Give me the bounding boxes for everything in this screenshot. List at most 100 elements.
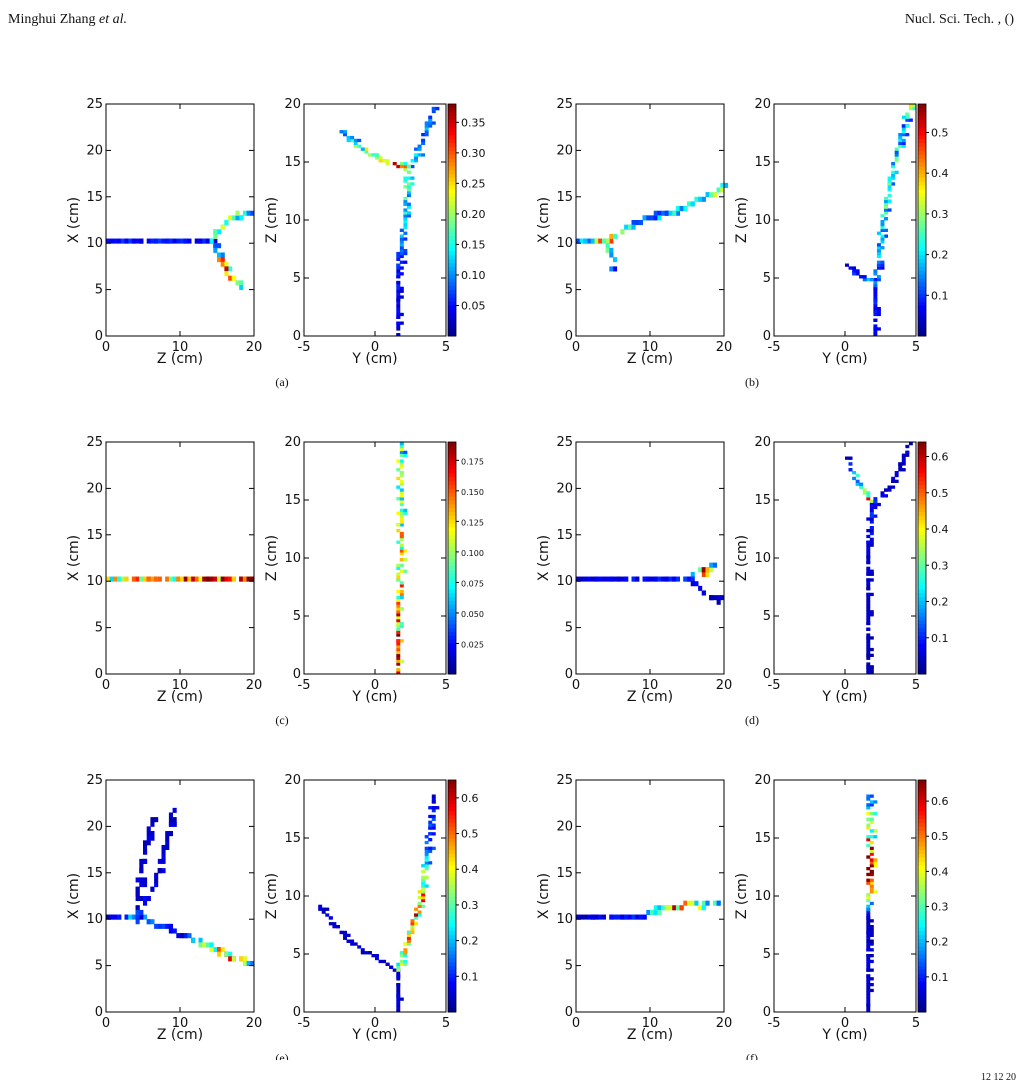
heatmap-cell [392, 968, 397, 972]
colorbar-segment [448, 662, 456, 667]
heatmap-cell [228, 956, 233, 962]
heatmap-cell [213, 576, 218, 582]
heatmap-cell [873, 811, 878, 816]
heatmap-cell [421, 141, 426, 145]
heatmap-cell [357, 144, 362, 148]
heatmap-cell [912, 106, 917, 111]
heatmap-cell [194, 576, 199, 582]
colorbar-segment [448, 577, 456, 582]
colorbar-segment [448, 281, 456, 287]
heatmap-cell [143, 877, 148, 883]
heatmap-cell [403, 220, 408, 224]
heatmap-cell [339, 930, 344, 935]
heatmap-cell [399, 584, 404, 588]
heatmap-cell [866, 988, 871, 993]
heatmap-cell [901, 459, 906, 463]
heatmap-cell [239, 215, 244, 221]
colorbar-segment [448, 316, 456, 322]
colorbar-segment [448, 204, 456, 209]
heatmap-cell [428, 849, 433, 853]
heatmap-cell [410, 182, 415, 186]
heatmap-cell [873, 298, 878, 302]
heatmap-cell [172, 821, 177, 827]
heatmap-cell [396, 575, 401, 579]
y-axis-label: X (cm) [66, 535, 82, 581]
heatmap-cell [424, 867, 429, 871]
heatmap-cell [403, 508, 408, 512]
heatmap-cell [414, 916, 418, 920]
colorbar-segment [448, 123, 456, 128]
colorbar-segment [448, 876, 456, 882]
heatmap-cell [876, 231, 881, 235]
heatmap-cell [421, 896, 426, 900]
heatmap-cell [848, 462, 853, 466]
colorbar-segment [448, 853, 456, 858]
heatmap-cell [113, 576, 118, 582]
heatmap-cell [157, 238, 162, 244]
zx-heatmap-cells [576, 900, 721, 920]
colorbar-segment [918, 254, 926, 260]
heatmap-cell [653, 905, 658, 911]
heatmap-cell [905, 444, 910, 449]
heatmap-cell [224, 271, 229, 277]
heatmap-cell [346, 933, 351, 937]
heatmap-cell [399, 639, 404, 643]
colorbar-tick-label: 0.15 [461, 238, 486, 251]
colorbar-segment [918, 619, 926, 625]
heatmap-cell [161, 238, 166, 244]
x-tick-label: 0 [102, 340, 110, 355]
x-tick-label: 20 [246, 340, 263, 355]
colorbar-segment [918, 281, 926, 287]
heatmap-cell [396, 983, 401, 987]
colorbar-segment [918, 332, 926, 337]
colorbar-segment [448, 1008, 456, 1013]
heatmap-cell [687, 576, 692, 582]
heatmap-cell [862, 488, 867, 492]
heatmap-cell [220, 252, 225, 258]
colorbar-segment [918, 181, 926, 186]
heatmap-cell [139, 863, 144, 869]
heatmap-cell [161, 858, 166, 864]
colorbar-segment [448, 289, 456, 294]
heatmap-cell [884, 211, 888, 215]
heatmap-cell [683, 576, 688, 582]
heatmap-cell [869, 647, 874, 652]
x-tick-label: 20 [716, 340, 733, 355]
colorbar-segment [918, 293, 926, 298]
heatmap-cell [668, 905, 673, 911]
heatmap-cell [866, 968, 871, 972]
colorbar-segment [448, 293, 456, 298]
heatmap-cell [150, 238, 155, 244]
y-tick-label: 15 [754, 155, 771, 170]
heatmap-cell [866, 647, 871, 652]
heatmap-cell [866, 823, 871, 827]
colorbar-tick-label: 0.4 [931, 167, 949, 180]
heatmap-cell [250, 210, 255, 216]
heatmap-cell [396, 280, 401, 285]
heatmap-cell [157, 858, 162, 864]
colorbar [918, 442, 926, 675]
heatmap-cell [873, 497, 878, 501]
heatmap-cell [869, 933, 874, 937]
heatmap-cell [424, 864, 429, 868]
heatmap-cell [150, 886, 155, 892]
colorbar-tick-label: 0.5 [931, 830, 949, 843]
colorbar-segment [918, 984, 926, 990]
y-tick-label: 10 [284, 213, 301, 228]
colorbar-segment [918, 127, 926, 132]
colorbar-segment [918, 608, 926, 613]
colorbar-segment [918, 453, 926, 458]
heatmap-cell [335, 925, 340, 929]
zx-axes-frame [575, 779, 725, 1013]
y-tick-label: 20 [754, 97, 771, 112]
heatmap-cell [328, 922, 333, 926]
heatmap-cell [154, 238, 159, 244]
heatmap-cell [139, 868, 144, 874]
colorbar-segment [918, 992, 926, 998]
colorbar-segment [448, 530, 456, 536]
heatmap-cell [424, 861, 429, 865]
heatmap-cell [424, 884, 429, 888]
heatmap-cell [120, 238, 125, 244]
heatmap-cell [396, 985, 401, 990]
heatmap-cell [866, 948, 871, 952]
